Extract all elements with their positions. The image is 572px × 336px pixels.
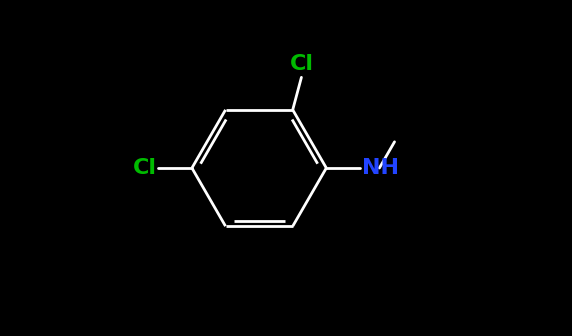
Text: NH: NH bbox=[362, 158, 399, 178]
Text: Cl: Cl bbox=[133, 158, 157, 178]
Text: Cl: Cl bbox=[289, 54, 313, 74]
